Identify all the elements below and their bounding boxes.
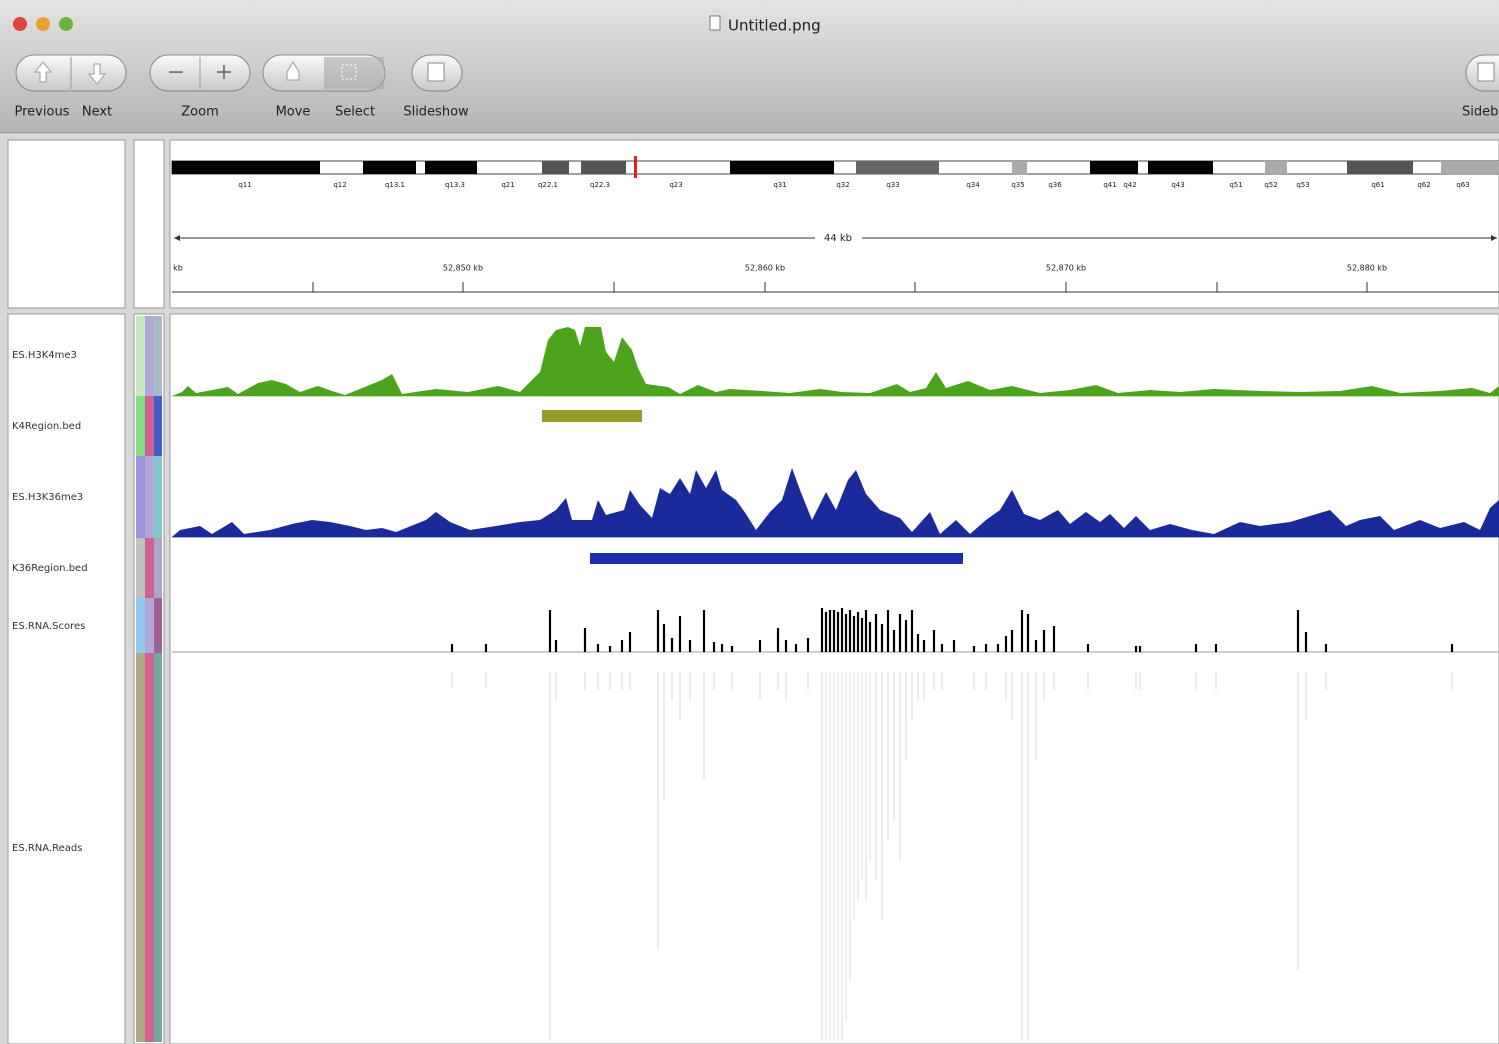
cytoband-label: q34 [966,181,980,189]
zoom-in-icon: + [215,60,233,85]
cytoband-label: q63 [1456,181,1469,189]
cytoband-label: q12 [333,181,346,189]
zoom-out-icon: − [167,60,185,85]
header-attr-panel [134,140,164,308]
ruler-label: 52,880 kb [1347,264,1387,273]
file-icon [710,16,720,30]
cytoband-label: q35 [1011,181,1024,189]
select-active [324,57,384,89]
toolbar-label: Previous [15,105,70,120]
cytoband-label: q61 [1371,181,1384,189]
attribute-colors [136,316,162,1042]
cytoband-label: q43 [1171,181,1184,189]
track-name: ES.RNA.Reads [12,843,82,854]
toolbar-label: Move [276,105,311,120]
minimize-button[interactable] [36,17,50,31]
cytoband-label: q11 [238,181,251,189]
cytoband-label: q21 [501,181,514,189]
cytoband-label: q33 [886,181,899,189]
k4-region-feature [542,410,642,422]
ruler-label: 52,860 kb [745,264,785,273]
page: {"window":{"title":"Untitled.png"}, "too… [0,0,1499,1044]
cytoband-label: q22.3 [590,181,610,189]
ruler-label: 52,870 kb [1046,264,1086,273]
toolbar-label: Select [335,105,375,120]
cytoband-label: q41 [1103,181,1116,189]
toolbar-label: Next [82,105,112,120]
cytoband-label: q32 [836,181,849,189]
zoom-button[interactable] [59,17,73,31]
sidebar-icon [1478,63,1494,81]
track-name: ES.RNA.Scores [12,621,85,632]
ruler-label: 52,850 kb [443,264,483,273]
cytoband-label: q22.1 [538,181,558,189]
close-button[interactable] [13,17,27,31]
k36-region-feature [590,553,963,564]
screen: Untitled.png − + Previous Next Zoom Move… [0,0,1499,1044]
header-name-panel [8,140,125,308]
cytoband-label: q31 [773,181,786,189]
body: Untitled.png − + Previous Next Zoom Move… [0,0,1499,1044]
cytoband-label: q13.3 [445,181,465,189]
slideshow-icon [428,63,444,81]
cytoband-label: q53 [1296,181,1309,189]
track-name: K4Region.bed [12,421,81,432]
track-name: K36Region.bed [12,563,88,574]
track-name: ES.H3K4me3 [12,350,77,361]
cytoband-label: q62 [1417,181,1430,189]
ruler-start: kb [173,264,183,273]
cytoband-label: q51 [1229,181,1242,189]
toolbar-label: Sidebar [1462,105,1499,120]
cytoband-label: q52 [1264,181,1277,189]
cytoband-label: q42 [1123,181,1136,189]
toolbar-label: Slideshow [403,105,469,120]
toolbar-label: Zoom [181,105,218,120]
cytoband-label: q36 [1048,181,1062,189]
track-name: ES.H3K36me3 [12,492,83,503]
span-label: 44 kb [824,233,852,244]
cytoband-label: q13.1 [385,181,405,189]
window-title: Untitled.png [728,17,821,35]
cytoband-label: q23 [669,181,682,189]
